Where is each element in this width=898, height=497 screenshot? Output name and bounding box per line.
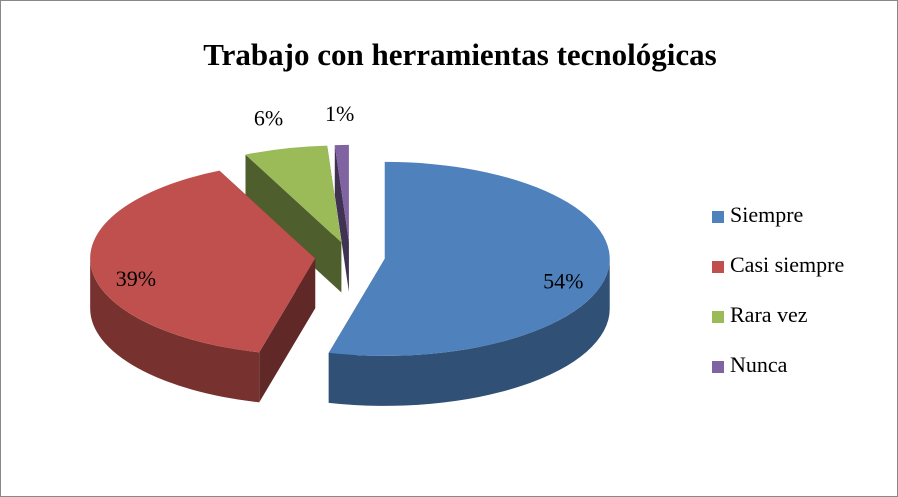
slice-edge bbox=[334, 145, 349, 292]
data-label: 54% bbox=[543, 269, 583, 294]
legend-label: Casi siempre bbox=[730, 252, 844, 277]
legend-swatch bbox=[712, 361, 724, 373]
legend-swatch bbox=[712, 261, 724, 273]
legend-label: Nunca bbox=[730, 352, 788, 377]
legend-swatch bbox=[712, 211, 724, 223]
slice bbox=[334, 144, 349, 242]
legend-swatch bbox=[712, 311, 724, 323]
legend-label: Siempre bbox=[730, 202, 803, 227]
legend-label: Rara vez bbox=[730, 302, 808, 327]
data-label: 39% bbox=[116, 266, 156, 291]
data-label: 6% bbox=[254, 105, 283, 130]
slice-side bbox=[90, 258, 260, 403]
chart-title: Trabajo con herramientas tecnológicas bbox=[203, 37, 716, 72]
slice bbox=[90, 170, 316, 353]
slice-edge bbox=[245, 154, 342, 293]
slice-side bbox=[328, 258, 610, 406]
slice bbox=[245, 145, 342, 243]
data-label: 1% bbox=[325, 101, 354, 126]
slice bbox=[328, 161, 610, 356]
